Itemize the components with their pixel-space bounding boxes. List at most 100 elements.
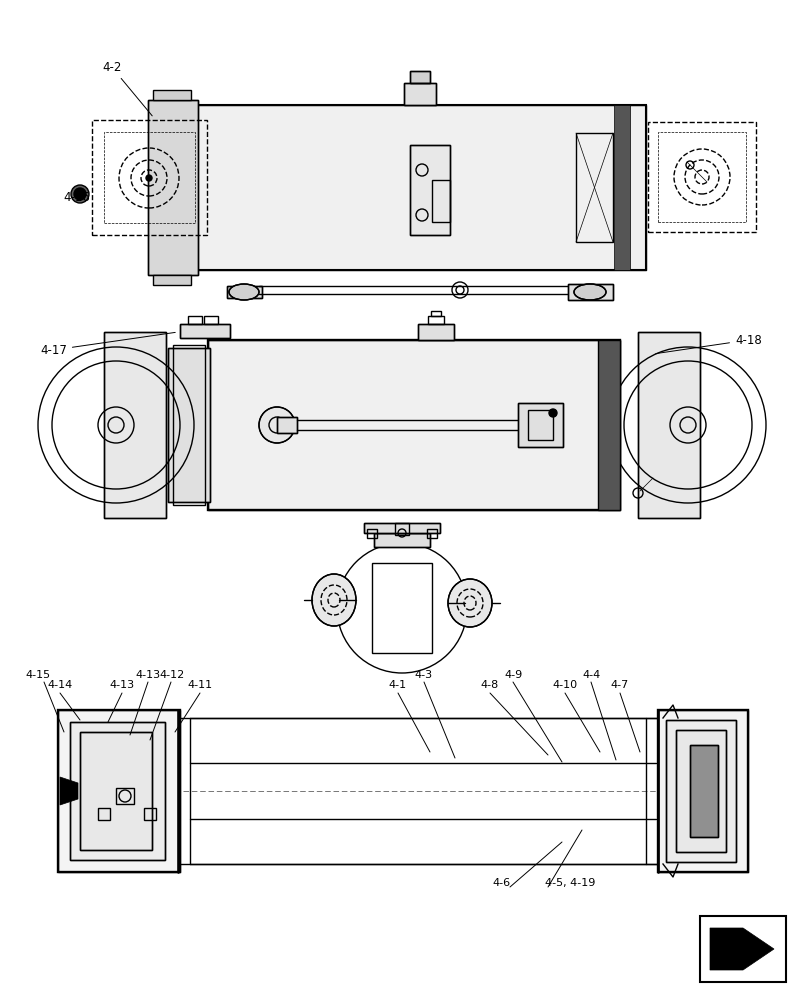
Bar: [70, 722, 165, 860]
Bar: [168, 348, 210, 502]
Bar: [104, 332, 165, 518]
Bar: [638, 332, 699, 518]
Bar: [104, 332, 165, 518]
Bar: [427, 316, 443, 324]
Bar: [665, 720, 735, 862]
Bar: [58, 710, 180, 872]
Circle shape: [146, 175, 152, 181]
Bar: [689, 745, 717, 837]
Text: 4-7: 4-7: [610, 680, 628, 690]
Bar: [148, 100, 198, 275]
Bar: [410, 145, 450, 235]
Text: 4-8: 4-8: [480, 680, 499, 690]
Text: 4-15: 4-15: [26, 670, 51, 680]
Bar: [104, 132, 195, 223]
Bar: [613, 105, 630, 270]
Bar: [638, 332, 699, 518]
Circle shape: [74, 188, 86, 200]
Bar: [116, 788, 134, 804]
Bar: [657, 710, 747, 872]
Bar: [58, 710, 180, 872]
Bar: [153, 275, 191, 285]
Bar: [372, 563, 431, 653]
Bar: [80, 732, 152, 850]
Text: 4-18: 4-18: [655, 334, 760, 354]
Circle shape: [259, 407, 295, 443]
Bar: [567, 284, 612, 300]
Bar: [675, 730, 725, 852]
Text: 4-14: 4-14: [47, 680, 72, 690]
Bar: [647, 122, 755, 232]
Bar: [597, 340, 619, 510]
Bar: [410, 71, 430, 83]
Bar: [188, 316, 202, 324]
Text: 4-5, 4-19: 4-5, 4-19: [544, 878, 595, 888]
Bar: [226, 286, 262, 298]
Bar: [431, 180, 450, 222]
Bar: [148, 100, 198, 275]
Polygon shape: [709, 928, 773, 970]
Circle shape: [71, 185, 89, 203]
Bar: [597, 340, 619, 510]
Text: 4-2: 4-2: [102, 61, 152, 116]
Bar: [410, 71, 430, 83]
Bar: [70, 722, 165, 860]
Bar: [575, 133, 612, 242]
Text: 4-1: 4-1: [389, 680, 406, 690]
Bar: [675, 730, 725, 852]
Circle shape: [548, 409, 556, 417]
Bar: [173, 345, 205, 505]
Bar: [418, 324, 454, 340]
Bar: [418, 324, 454, 340]
Ellipse shape: [229, 284, 259, 300]
Bar: [657, 132, 745, 222]
Text: 4-16: 4-16: [63, 191, 90, 204]
Bar: [277, 417, 296, 433]
Bar: [208, 340, 619, 510]
Bar: [410, 145, 450, 235]
Bar: [196, 105, 645, 270]
Bar: [699, 916, 785, 982]
Ellipse shape: [573, 284, 605, 300]
Text: 4-6: 4-6: [492, 878, 511, 888]
Bar: [528, 410, 552, 440]
Bar: [204, 316, 218, 324]
Bar: [144, 808, 156, 820]
Bar: [208, 340, 619, 510]
Text: 4-11: 4-11: [187, 680, 212, 690]
Text: 4-17: 4-17: [40, 332, 175, 357]
Bar: [168, 348, 210, 502]
Ellipse shape: [447, 579, 491, 627]
Text: 4-10: 4-10: [552, 680, 577, 690]
Text: 4-9: 4-9: [504, 670, 523, 680]
Bar: [403, 83, 435, 105]
Bar: [657, 710, 747, 872]
Bar: [567, 284, 612, 300]
Bar: [394, 523, 409, 535]
Bar: [364, 523, 439, 533]
Bar: [373, 533, 430, 547]
Bar: [153, 90, 191, 100]
Text: 4-12: 4-12: [159, 670, 185, 680]
Bar: [180, 324, 230, 338]
Bar: [430, 311, 441, 316]
Bar: [689, 745, 717, 837]
Text: 4-4: 4-4: [582, 670, 601, 680]
Bar: [373, 533, 430, 547]
Bar: [403, 83, 435, 105]
Bar: [98, 808, 110, 820]
Bar: [366, 529, 377, 538]
Bar: [180, 324, 230, 338]
Bar: [196, 105, 645, 270]
Bar: [426, 529, 437, 538]
Text: 4-13: 4-13: [109, 680, 134, 690]
Bar: [80, 732, 152, 850]
Text: 4-13: 4-13: [135, 670, 161, 680]
Bar: [277, 417, 296, 433]
Bar: [517, 403, 562, 447]
Bar: [364, 523, 439, 533]
Bar: [92, 120, 206, 235]
Bar: [226, 286, 262, 298]
Bar: [665, 720, 735, 862]
Polygon shape: [60, 777, 78, 805]
